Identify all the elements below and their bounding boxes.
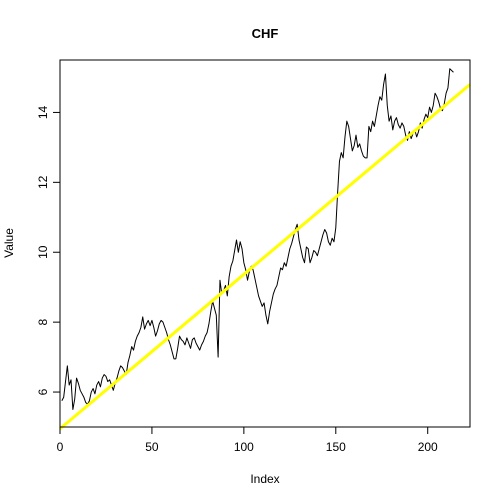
plot-area bbox=[59, 68, 471, 430]
x-tick-label: 200 bbox=[418, 440, 438, 454]
x-tick-label: 0 bbox=[57, 440, 64, 454]
y-tick-label: 8 bbox=[36, 318, 50, 325]
y-tick-label: 14 bbox=[36, 105, 50, 119]
x-axis: 0 50 100 150 200 bbox=[57, 426, 438, 454]
y-tick-label: 12 bbox=[36, 175, 50, 189]
x-tick-label: 100 bbox=[234, 440, 254, 454]
y-axis: 6 8 10 12 14 bbox=[36, 105, 61, 395]
y-axis-label: Value bbox=[2, 228, 16, 258]
chart-title: CHF bbox=[252, 26, 279, 41]
x-tick-label: 50 bbox=[145, 440, 159, 454]
y-tick-label: 6 bbox=[36, 388, 50, 395]
x-tick-label: 150 bbox=[326, 440, 346, 454]
trend-line bbox=[59, 83, 471, 430]
x-axis-label: Index bbox=[250, 472, 279, 486]
y-tick-label: 10 bbox=[36, 245, 50, 259]
series-line bbox=[61, 68, 454, 411]
